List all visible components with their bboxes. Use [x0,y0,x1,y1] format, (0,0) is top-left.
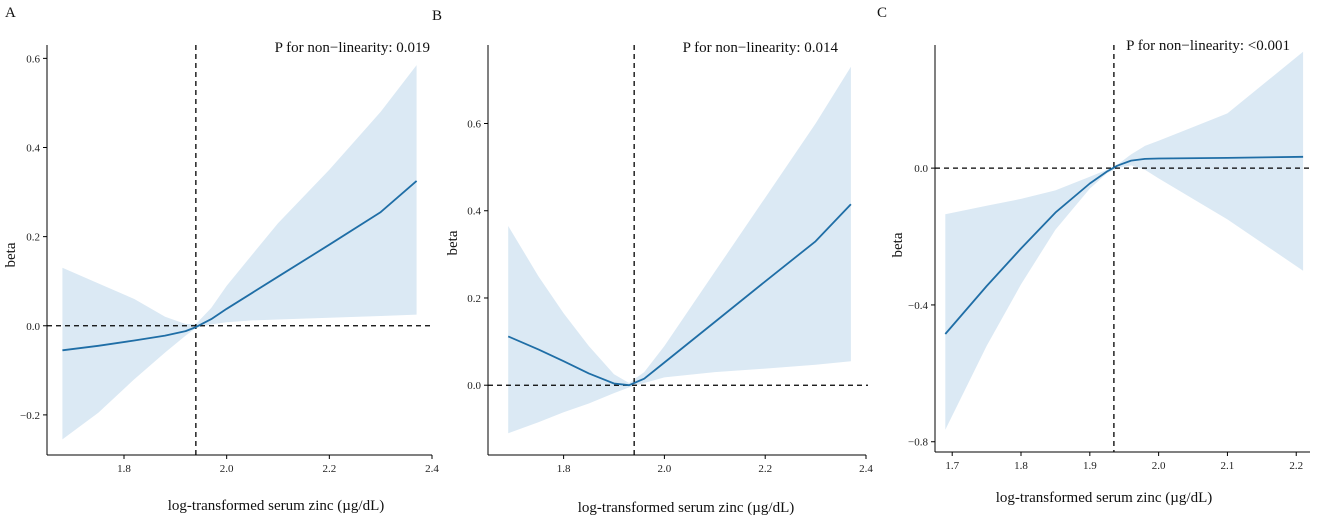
confidence-band [62,65,417,440]
y-tick-label: 0.6 [467,119,481,131]
panel-letter-a: A [5,5,16,21]
y-ticks: −0.8 −0.4 0.0 [908,163,935,449]
x-tick-label: 2.2 [758,463,772,475]
x-tick-label: 2.2 [1289,460,1303,472]
y-tick-label: −0.8 [908,437,928,449]
x-tick-label: 2.0 [1152,460,1166,472]
y-axis-title: beta [3,242,19,267]
x-ticks: 1.8 2.0 2.2 2.4 [557,455,873,475]
y-tick-label: 0.2 [467,293,481,305]
beta-curve [944,155,1304,335]
x-tick-label: 1.8 [117,463,131,475]
x-tick-label: 2.4 [425,463,439,475]
y-tick-label: 0.0 [914,163,928,175]
y-tick-label: 0.2 [26,232,40,244]
x-axis-title: log-transformed serum zinc (µg/dL) [168,498,385,514]
x-tick-label: 2.2 [322,463,336,475]
x-tick-label: 1.8 [557,463,571,475]
x-tick-label: 1.7 [945,460,959,472]
y-axis-title: beta [890,232,906,257]
y-tick-label: 0.4 [26,143,40,155]
x-axis-title: log-transformed serum zinc (µg/dL) [578,500,795,516]
panel-letter-b: B [432,8,442,24]
panel-a: A −0.2 0.0 0.2 0.4 0.6 1.8 2.0 2.2 2.4 P for no… [3,5,439,514]
x-ticks: 1.7 1.8 1.9 2.0 2.1 2.2 [945,452,1303,472]
y-ticks: 0.0 0.2 0.4 0.6 [467,119,488,392]
y-ticks: −0.2 0.0 0.2 0.4 0.6 [20,53,47,422]
panel-letter-c: C [877,5,887,21]
y-tick-label: 0.4 [467,206,481,218]
beta-curve [507,203,852,387]
y-tick-label: 0.6 [26,53,40,65]
y-tick-label: −0.4 [908,300,928,312]
x-tick-label: 2.1 [1221,460,1235,472]
x-tick-label: 2.0 [220,463,234,475]
y-axis-title: beta [445,230,461,255]
x-tick-label: 1.9 [1083,460,1097,472]
x-tick-label: 2.0 [658,463,672,475]
x-ticks: 1.8 2.0 2.2 2.4 [117,455,439,475]
p-nonlinearity-annotation: P for non−linearity: 0.019 [275,40,430,56]
confidence-band [508,66,851,434]
p-nonlinearity-annotation: P for non−linearity: <0.001 [1126,38,1290,54]
y-tick-label: 0.0 [26,321,40,333]
x-tick-label: 2.4 [859,463,873,475]
x-tick-label: 1.8 [1014,460,1028,472]
panel-c: C −0.8 −0.4 0.0 1.7 1.8 1.9 2.0 2.1 2.2 P for n… [877,5,1312,506]
x-axis-title: log-transformed serum zinc (µg/dL) [996,490,1213,506]
p-nonlinearity-annotation: P for non−linearity: 0.014 [683,40,839,56]
panel-b: B 0.0 0.2 0.4 0.6 1.8 2.0 2.2 2.4 P for non−li… [432,8,873,516]
y-tick-label: −0.2 [20,410,40,422]
beta-curve [62,180,418,352]
y-tick-label: 0.0 [467,380,481,392]
confidence-band [945,51,1304,430]
